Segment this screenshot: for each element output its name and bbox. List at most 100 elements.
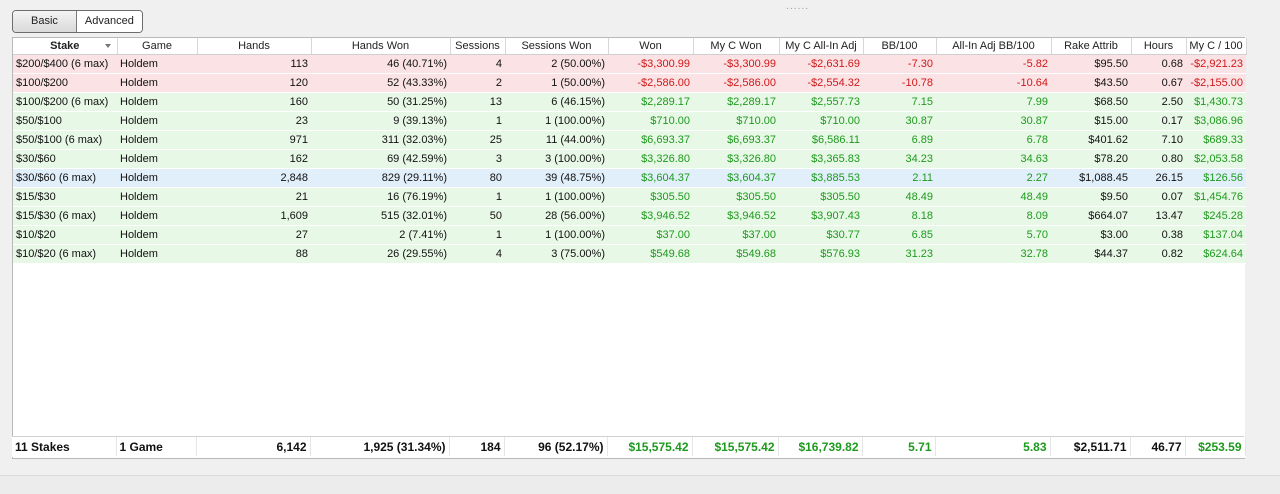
cell-hands-won: 515 (32.01%): [311, 206, 450, 226]
total-stakes: 11 Stakes: [12, 437, 117, 457]
cell-allin-adj-bb100: 2.27: [936, 168, 1051, 188]
column-header-bb100[interactable]: BB/100: [863, 38, 937, 55]
cell-rake-attrib: $401.62: [1051, 130, 1131, 150]
cell-my-c-won: $3,604.37: [693, 168, 779, 188]
cell-rake-attrib: $43.50: [1051, 73, 1131, 93]
cell-rake-attrib: $78.20: [1051, 149, 1131, 169]
table-row[interactable]: $50/$100 (6 max) Holdem 971 311 (32.03%) 25 1…: [13, 130, 1246, 150]
cell-my-c-allin-adj: $30.77: [779, 225, 863, 245]
cell-sessions-won: 1 (100.00%): [505, 111, 608, 131]
cell-rake-attrib: $44.37: [1051, 244, 1131, 264]
cell-hands-won: 829 (29.11%): [311, 168, 450, 188]
cell-won: $710.00: [608, 111, 693, 131]
cell-hands: 21: [197, 187, 311, 207]
cell-game: Holdem: [117, 130, 197, 150]
table-row[interactable]: $50/$100 Holdem 23 9 (39.13%) 1 1 (100.00%) $7…: [13, 111, 1246, 131]
cell-sessions-won: 3 (75.00%): [505, 244, 608, 264]
cell-my-c-100: $1,430.73: [1186, 92, 1246, 112]
cell-allin-adj-bb100: 6.78: [936, 130, 1051, 150]
total-sessions: 184: [449, 437, 505, 457]
column-header-hours[interactable]: Hours: [1131, 38, 1187, 55]
advanced-view-button[interactable]: Advanced: [76, 11, 142, 32]
cell-stake: $30/$60: [13, 149, 117, 169]
table-header-row: Stake Game Hands Hands Won Sessions Sess…: [13, 38, 1247, 55]
total-my-c-allin-adj: $16,739.82: [778, 437, 863, 457]
column-header-game[interactable]: Game: [117, 38, 198, 55]
column-header-won[interactable]: Won: [608, 38, 694, 55]
cell-my-c-won: $6,693.37: [693, 130, 779, 150]
cell-my-c-allin-adj: $305.50: [779, 187, 863, 207]
cell-my-c-100: $2,053.58: [1186, 149, 1246, 169]
cell-game: Holdem: [117, 168, 197, 188]
cell-sessions: 3: [450, 149, 505, 169]
cell-allin-adj-bb100: 30.87: [936, 111, 1051, 131]
cell-bb100: 6.85: [863, 225, 936, 245]
cell-sessions: 1: [450, 225, 505, 245]
cell-hours: 0.68: [1131, 54, 1186, 74]
cell-sessions: 1: [450, 111, 505, 131]
cell-sessions: 1: [450, 187, 505, 207]
cell-bb100: 8.18: [863, 206, 936, 226]
cell-sessions-won: 2 (50.00%): [505, 54, 608, 74]
cell-won: $549.68: [608, 244, 693, 264]
table-row[interactable]: $100/$200 Holdem 120 52 (43.33%) 2 1 (50.00%)…: [13, 73, 1246, 93]
cell-sessions: 50: [450, 206, 505, 226]
basic-view-button[interactable]: Basic: [13, 11, 77, 32]
cell-won: $3,946.52: [608, 206, 693, 226]
column-header-my-c-allin-adj[interactable]: My C All-In Adj: [779, 38, 864, 55]
total-bb100: 5.71: [862, 437, 936, 457]
table-row[interactable]: $10/$20 Holdem 27 2 (7.41%) 1 1 (100.00%) $37.…: [13, 225, 1246, 245]
cell-stake: $200/$400 (6 max): [13, 54, 117, 74]
stakes-stats-table: Stake Game Hands Hands Won Sessions Sess…: [12, 37, 1247, 459]
table-row[interactable]: $30/$60 (6 max) Holdem 2,848 829 (29.11%) 80…: [13, 168, 1246, 188]
cell-my-c-won: $710.00: [693, 111, 779, 131]
cell-game: Holdem: [117, 206, 197, 226]
column-header-hands[interactable]: Hands: [197, 38, 312, 55]
cell-my-c-won: $2,289.17: [693, 92, 779, 112]
cell-hands: 162: [197, 149, 311, 169]
cell-hours: 7.10: [1131, 130, 1186, 150]
table-row[interactable]: $15/$30 Holdem 21 16 (76.19%) 1 1 (100.00%) $3…: [13, 187, 1246, 207]
cell-my-c-100: $245.28: [1186, 206, 1246, 226]
drag-grip-handle[interactable]: ......: [786, 2, 810, 12]
cell-my-c-won: $37.00: [693, 225, 779, 245]
cell-allin-adj-bb100: 34.63: [936, 149, 1051, 169]
table-row[interactable]: $100/$200 (6 max) Holdem 160 50 (31.25%) 13 6…: [13, 92, 1246, 112]
cell-my-c-allin-adj: $3,907.43: [779, 206, 863, 226]
table-row[interactable]: $15/$30 (6 max) Holdem 1,609 515 (32.01%) 50…: [13, 206, 1246, 226]
table-row[interactable]: $200/$400 (6 max) Holdem 113 46 (40.71%) 4 2 …: [13, 54, 1246, 74]
cell-my-c-100: $3,086.96: [1186, 111, 1246, 131]
table-row[interactable]: $30/$60 Holdem 162 69 (42.59%) 3 3 (100.00%) $…: [13, 149, 1246, 169]
cell-hands-won: 46 (40.71%): [311, 54, 450, 74]
column-header-my-c-100[interactable]: My C / 100: [1186, 38, 1247, 55]
column-header-stake[interactable]: Stake: [13, 38, 118, 55]
column-header-sessions[interactable]: Sessions: [450, 38, 506, 55]
cell-my-c-won: -$3,300.99: [693, 54, 779, 74]
cell-game: Holdem: [117, 244, 197, 264]
column-header-sessions-won[interactable]: Sessions Won: [505, 38, 609, 55]
cell-stake: $100/$200: [13, 73, 117, 93]
table-row[interactable]: $10/$20 (6 max) Holdem 88 26 (29.55%) 4 3 (75…: [13, 244, 1246, 264]
cell-hands: 27: [197, 225, 311, 245]
cell-bb100: -7.30: [863, 54, 936, 74]
cell-game: Holdem: [117, 149, 197, 169]
total-hands-won: 1,925 (31.34%): [310, 437, 450, 457]
cell-my-c-allin-adj: $6,586.11: [779, 130, 863, 150]
column-header-hands-won[interactable]: Hands Won: [311, 38, 451, 55]
column-header-rake-attrib[interactable]: Rake Attrib: [1051, 38, 1132, 55]
status-bar: [0, 475, 1280, 494]
cell-stake: $30/$60 (6 max): [13, 168, 117, 188]
cell-hours: 0.80: [1131, 149, 1186, 169]
cell-won: $3,326.80: [608, 149, 693, 169]
cell-my-c-100: $126.56: [1186, 168, 1246, 188]
cell-allin-adj-bb100: 7.99: [936, 92, 1051, 112]
cell-hands-won: 16 (76.19%): [311, 187, 450, 207]
column-header-allin-adj-bb100[interactable]: All-In Adj BB/100: [936, 38, 1052, 55]
cell-hands: 971: [197, 130, 311, 150]
column-header-my-c-won[interactable]: My C Won: [693, 38, 780, 55]
cell-hands: 1,609: [197, 206, 311, 226]
cell-won: $305.50: [608, 187, 693, 207]
cell-sessions-won: 39 (48.75%): [505, 168, 608, 188]
cell-my-c-100: $689.33: [1186, 130, 1246, 150]
cell-won: -$3,300.99: [608, 54, 693, 74]
